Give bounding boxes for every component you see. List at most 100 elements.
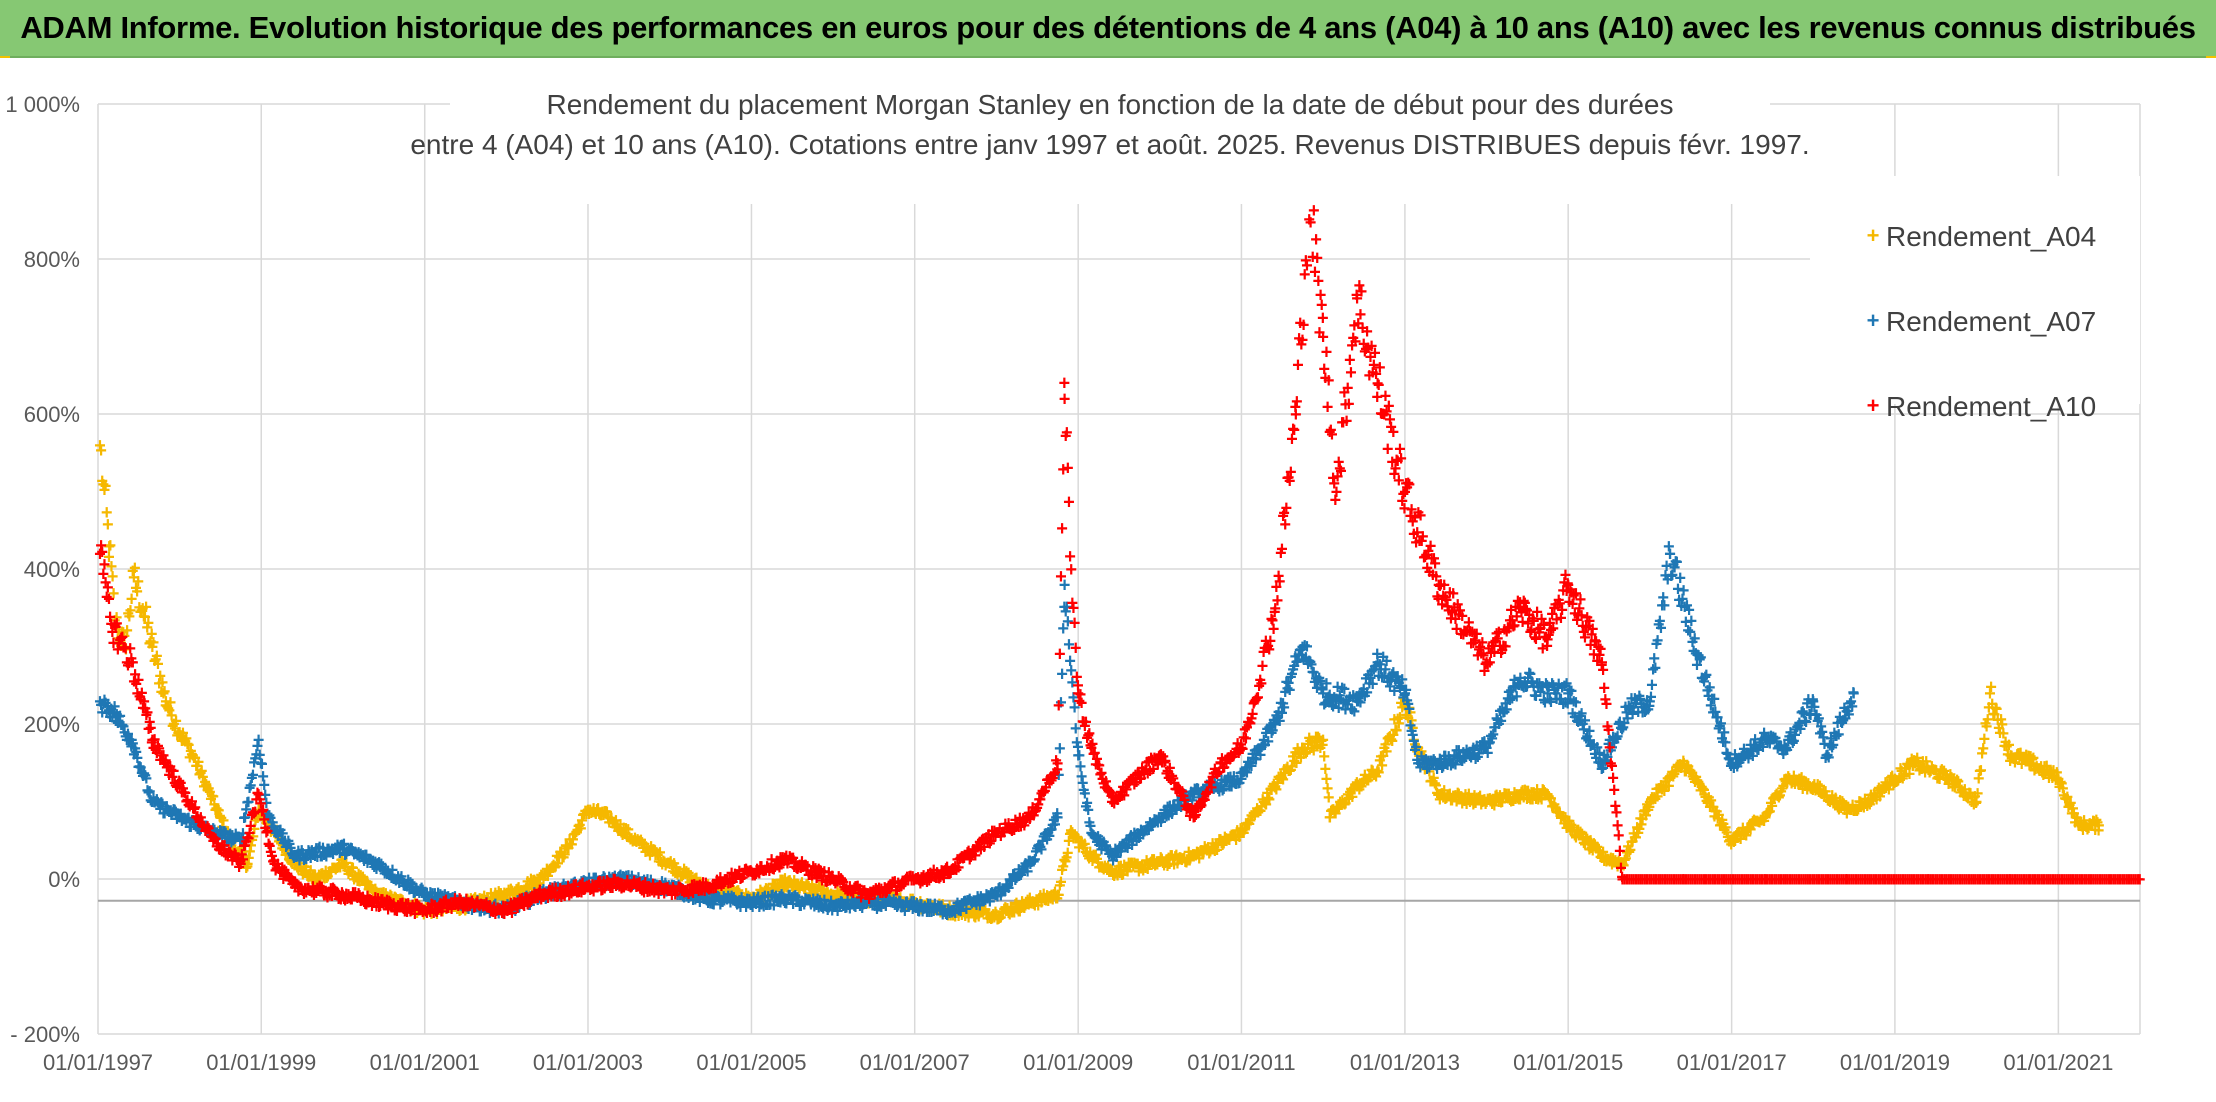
data-point: + [256, 802, 268, 824]
data-point: + [179, 731, 191, 753]
data-point: + [363, 879, 375, 901]
data-point: + [373, 884, 385, 906]
data-point: + [342, 860, 354, 882]
data-point: + [1415, 505, 1427, 527]
data-point: + [99, 480, 111, 502]
data-point: + [332, 857, 344, 879]
data-point: + [1351, 776, 1363, 798]
data-point: + [265, 821, 277, 843]
data-point: + [266, 818, 278, 840]
data-point: + [827, 885, 839, 907]
data-point: + [419, 900, 431, 922]
data-point: + [228, 838, 240, 860]
data-point: + [1321, 342, 1333, 364]
data-point: + [218, 810, 230, 832]
data-point: + [314, 866, 326, 888]
y-tick-label: 1 000% [5, 92, 80, 117]
data-point: + [95, 440, 107, 462]
data-point: + [1062, 458, 1074, 480]
data-point: + [376, 882, 388, 904]
data-point: + [501, 885, 513, 907]
data-point: + [158, 683, 170, 705]
data-point: + [290, 852, 302, 874]
data-point: + [122, 603, 134, 625]
data-point: + [286, 854, 298, 876]
data-point: + [159, 681, 171, 703]
data-point: + [1106, 861, 1118, 883]
data-point: + [132, 571, 144, 593]
data-point: + [187, 745, 199, 767]
data-point: + [162, 698, 174, 720]
data-point: + [250, 810, 262, 832]
y-tick-label: 800% [24, 247, 80, 272]
data-point: + [1317, 307, 1329, 329]
data-point: + [119, 637, 131, 659]
data-point: + [1056, 518, 1068, 540]
data-point: + [319, 868, 331, 890]
data-point: + [194, 764, 206, 786]
data-point: + [273, 831, 285, 853]
data-point: + [1236, 823, 1248, 845]
data-point: + [374, 888, 386, 910]
data-point: + [291, 857, 303, 879]
data-point: + [261, 812, 273, 834]
data-point: + [193, 752, 205, 774]
data-point: + [202, 780, 214, 802]
data-point: + [200, 774, 212, 796]
data-point: + [1298, 315, 1310, 337]
data-point: + [1399, 691, 1411, 713]
data-point: + [107, 566, 119, 588]
data-point: + [96, 470, 108, 492]
data-point: + [1291, 391, 1303, 413]
data-point: + [1051, 759, 1063, 781]
data-point: + [236, 841, 248, 863]
x-tick-label: 01/01/2015 [1513, 1050, 1623, 1075]
data-point: + [328, 857, 340, 879]
data-point: + [1285, 462, 1297, 484]
data-point: + [358, 870, 370, 892]
data-series: ++++++++++++++++++++++ +++++ +++++++ + + + ++ +… [94, 174, 2145, 931]
data-point: + [246, 829, 258, 851]
data-point: + [183, 734, 195, 756]
data-point: + [348, 869, 360, 891]
data-point: + [270, 824, 282, 846]
data-point: + [318, 867, 330, 889]
data-point: + [1054, 644, 1066, 666]
data-point: + [1024, 892, 1036, 914]
data-point: + [1433, 784, 1445, 806]
data-point: + [779, 873, 791, 895]
data-point: + [1069, 613, 1081, 635]
data-point: + [306, 869, 318, 891]
data-point: + [372, 890, 384, 912]
data-point: + [272, 824, 284, 846]
data-point: + [325, 862, 337, 884]
data-point: + [110, 613, 122, 635]
data-point: + [189, 748, 201, 770]
data-point: + [148, 632, 160, 654]
data-point: + [201, 776, 213, 798]
data-point: + [307, 864, 319, 886]
data-point: + [168, 713, 180, 735]
data-point: + [185, 741, 197, 763]
data-point: + [909, 892, 921, 914]
data-point: + [664, 854, 676, 876]
data-point: + [1395, 448, 1407, 470]
data-point: + [205, 789, 217, 811]
data-point: + [562, 838, 574, 860]
data-point: + [211, 798, 223, 820]
data-point: + [254, 800, 266, 822]
data-point: + [293, 859, 305, 881]
data-point: + [333, 855, 345, 877]
data-point: + [108, 583, 120, 605]
data-point: + [170, 711, 182, 733]
x-tick-label: 01/01/1999 [206, 1050, 316, 1075]
data-point: + [1335, 460, 1347, 482]
data-point: + [943, 900, 955, 922]
data-point: + [234, 841, 246, 863]
data-point: + [129, 557, 141, 579]
y-tick-label: 600% [24, 402, 80, 427]
data-point: + [242, 854, 254, 876]
data-point: + [196, 760, 208, 782]
data-point: + [1063, 492, 1075, 514]
data-point: + [345, 862, 357, 884]
